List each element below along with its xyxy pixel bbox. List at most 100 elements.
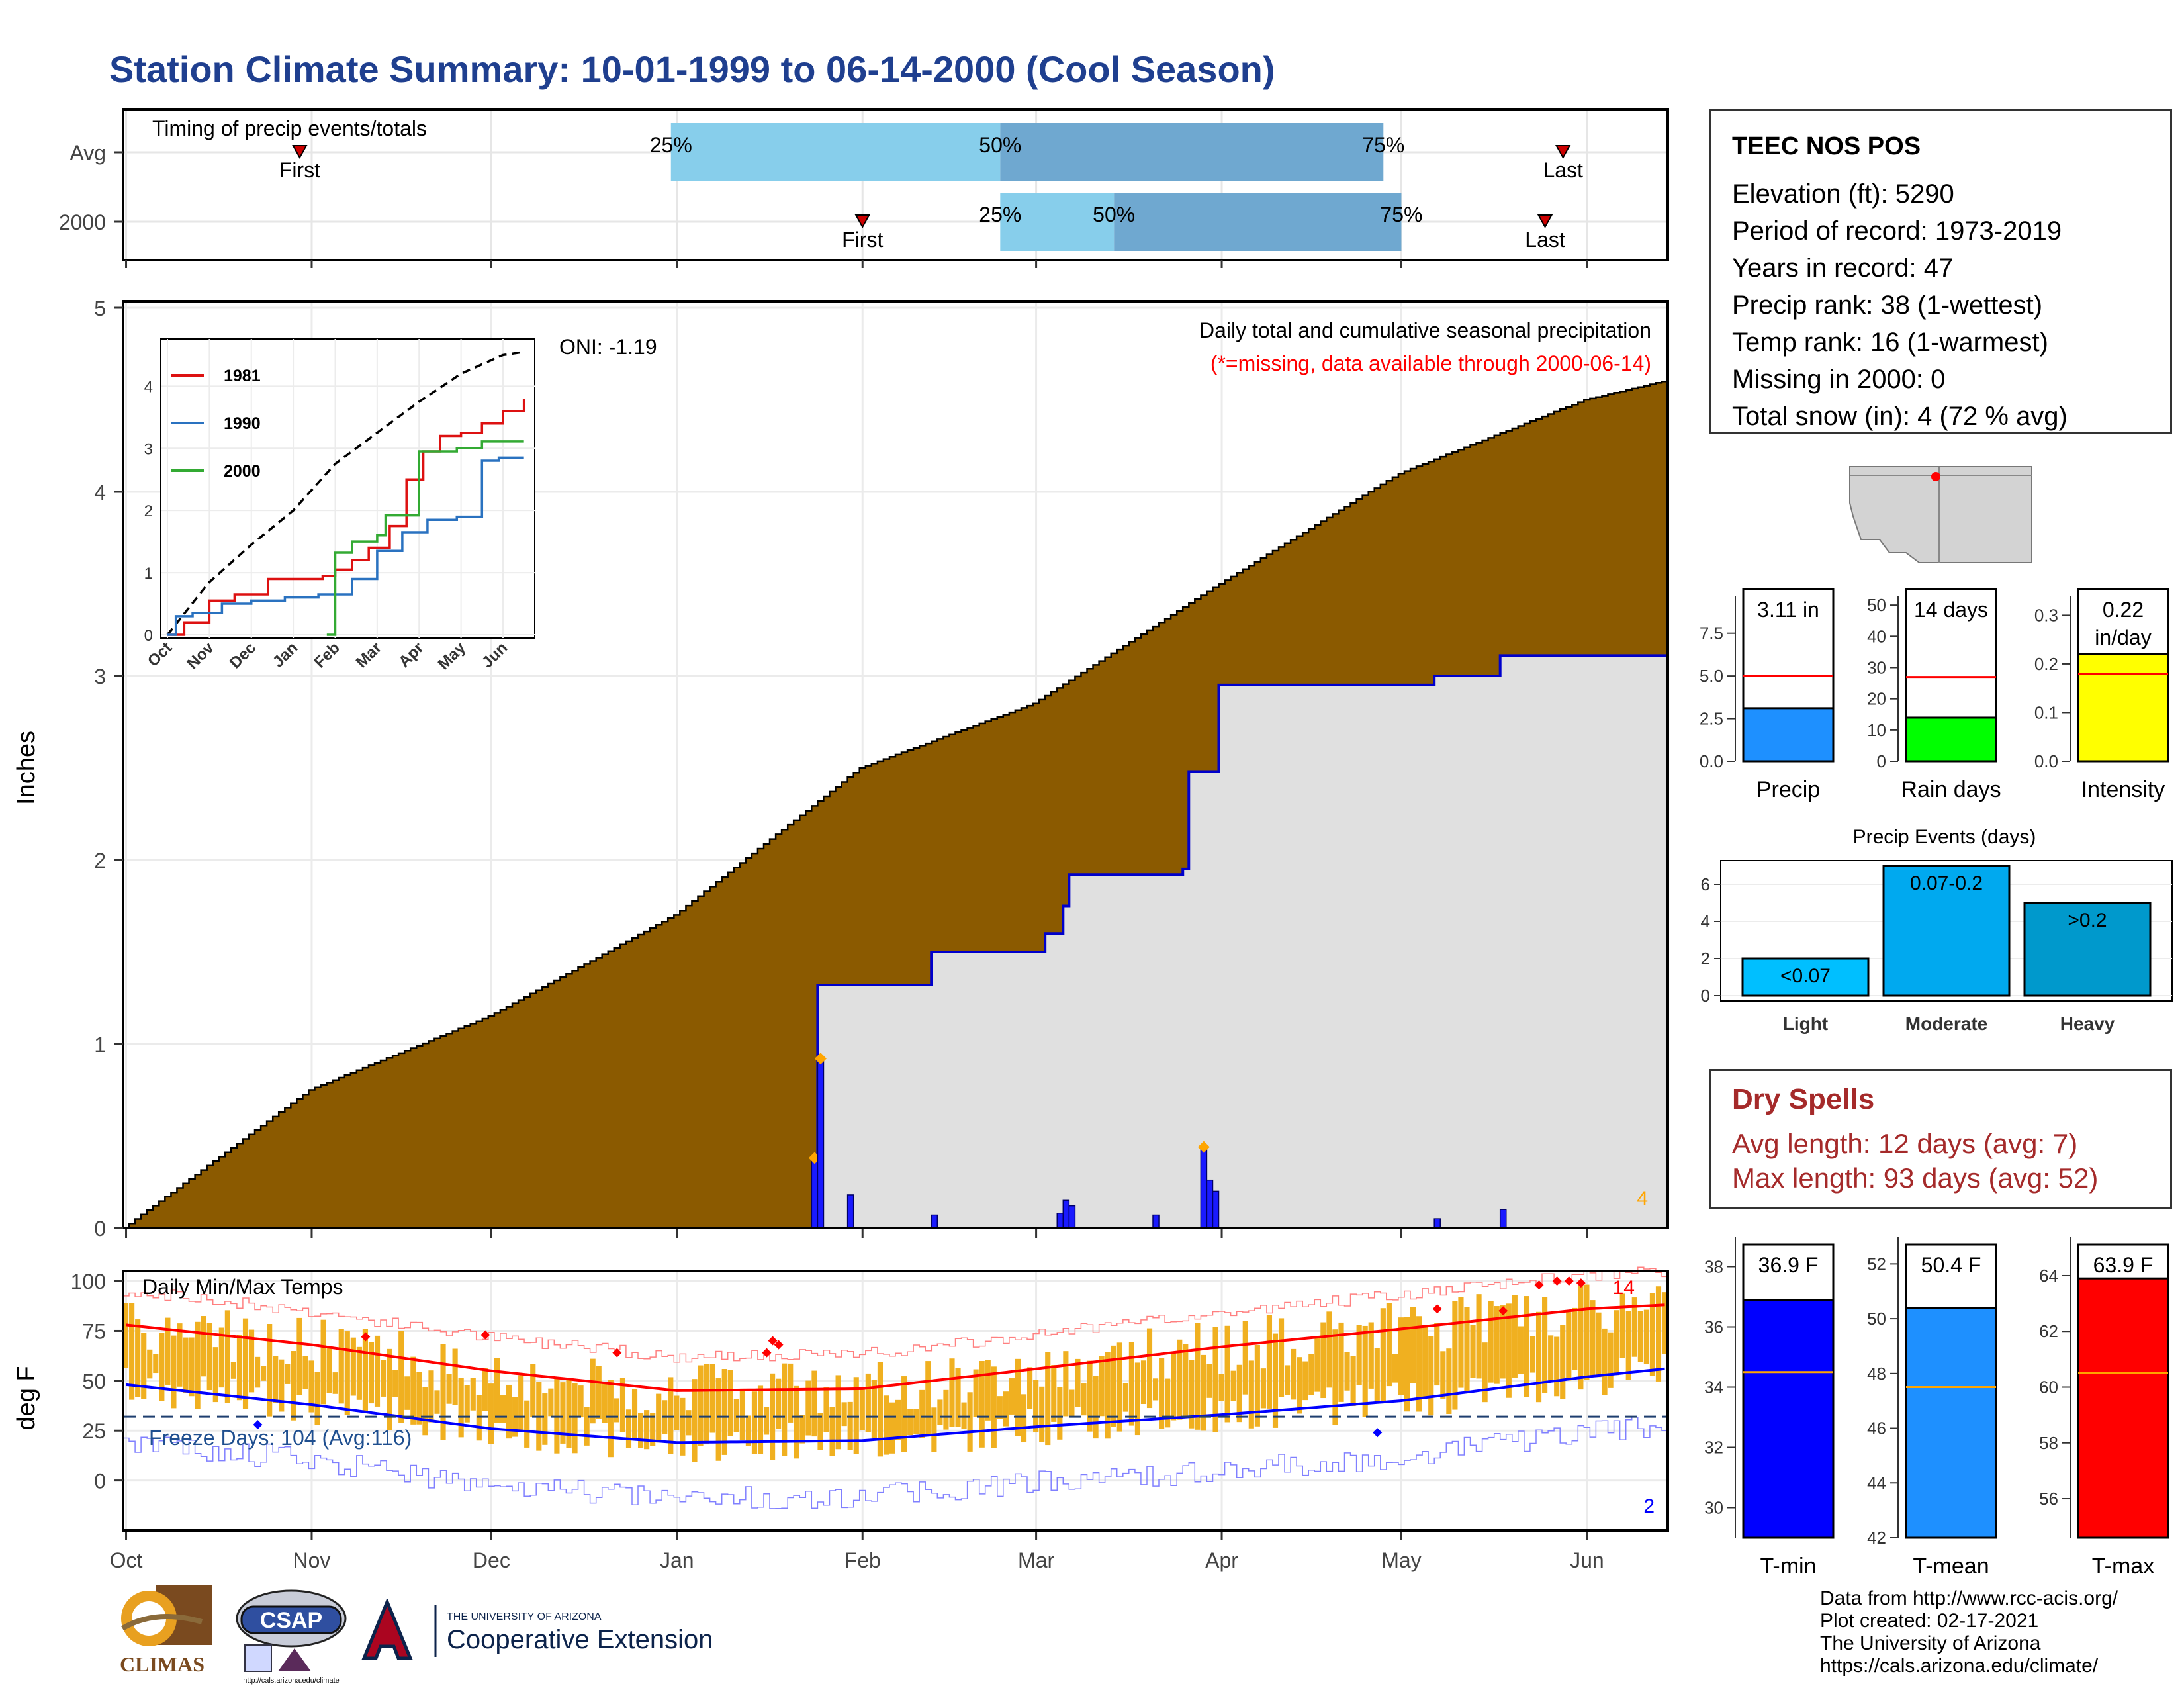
- inset-y-tick-label: 3: [144, 440, 153, 458]
- daily-temp-bar: [1093, 1376, 1099, 1439]
- inset-y-tick-label: 0: [144, 627, 153, 645]
- daily-temp-bar: [776, 1378, 782, 1429]
- daily-temp-bar: [1560, 1325, 1566, 1400]
- daily-temp-bar: [141, 1333, 147, 1399]
- temp-x-tick-label: Jun: [1570, 1548, 1604, 1572]
- record-high-marker: [768, 1336, 778, 1346]
- daily-temp-bar: [715, 1378, 721, 1461]
- intensity-label: Intensity: [2081, 777, 2165, 802]
- daily-temp-bar: [1661, 1292, 1668, 1354]
- daily-temp-bar: [1254, 1344, 1260, 1427]
- daily-temp-bar: [1206, 1364, 1212, 1398]
- daily-temp-bar: [1655, 1286, 1662, 1382]
- precip-y-tick-label: 0: [94, 1217, 106, 1241]
- daily-temp-bar: [1146, 1328, 1153, 1409]
- daily-temp-bar: [1476, 1294, 1482, 1379]
- daily-temp-bar: [937, 1399, 943, 1425]
- inset-legend-label: 1990: [224, 414, 261, 433]
- daily-temp-bar: [1039, 1386, 1045, 1443]
- record-high-marker: [774, 1340, 784, 1350]
- temp-label: Daily Min/Max Temps: [142, 1275, 343, 1299]
- daily-temp-bar: [123, 1303, 129, 1368]
- daily-temp-bar: [129, 1303, 135, 1400]
- daily-temp-bar: [1380, 1308, 1386, 1401]
- climas-emblem-icon: CLIMAS: [120, 1585, 212, 1676]
- daily-temp-bar: [1362, 1325, 1368, 1417]
- daily-temp-bar: [159, 1333, 165, 1401]
- daily-temp-bar: [218, 1327, 224, 1388]
- precip-y-tick-label: 1: [94, 1033, 106, 1056]
- daily-temp-bar: [1230, 1370, 1236, 1401]
- daily-temp-bar: [1297, 1357, 1302, 1414]
- daily-temp-bar: [1464, 1307, 1470, 1392]
- daily-temp-bar: [1081, 1383, 1087, 1416]
- tmean-tick-label: 48: [1867, 1364, 1886, 1383]
- daily-temp-bar: [464, 1385, 470, 1423]
- intensity-tick-label: 0.2: [2034, 654, 2058, 674]
- csap-cloud-icon: CSAP http://cals.arizona.edu/climate: [236, 1589, 347, 1685]
- daily-temp-bar: [1069, 1389, 1075, 1417]
- raindays-tick-label: 20: [1867, 689, 1886, 709]
- daily-temp-bar: [524, 1400, 530, 1448]
- precip-y-tick-label: 4: [94, 481, 106, 504]
- tmin-label: T-min: [1760, 1554, 1817, 1579]
- timing-row-label: 2000: [59, 211, 106, 234]
- events-bar-label: >0.2: [2068, 910, 2107, 931]
- daily-temp-bar: [1602, 1328, 1608, 1395]
- daily-temp-bar: [1542, 1297, 1548, 1393]
- daily-temp-bar: [1506, 1303, 1512, 1398]
- daily-temp-bar: [625, 1409, 632, 1448]
- daily-temp-bar: [859, 1388, 865, 1430]
- record-high-marker: [1552, 1276, 1562, 1286]
- raindays-tick-label: 30: [1867, 657, 1886, 677]
- daily-temp-bar: [195, 1321, 201, 1409]
- daily-temp-bar: [1201, 1354, 1206, 1431]
- temp-x-tick-label: Nov: [293, 1548, 331, 1572]
- daily-temp-bar: [1428, 1336, 1434, 1416]
- daily-temp-bar: [1111, 1345, 1116, 1427]
- daily-temp-bar: [955, 1368, 961, 1427]
- daily-temp-bar: [1458, 1297, 1464, 1388]
- daily-temp-bar: [1183, 1344, 1189, 1417]
- daily-precip-bar: [1068, 1205, 1076, 1229]
- daily-temp-bar: [1087, 1360, 1093, 1432]
- oni-value: ONI: -1.19: [559, 335, 657, 359]
- daily-temp-bar: [296, 1317, 302, 1395]
- freeze-days: Freeze Days: 104 (Avg:116): [149, 1426, 412, 1450]
- daily-temp-bar: [1153, 1378, 1159, 1401]
- daily-temp-bar: [650, 1413, 656, 1446]
- daily-temp-bar: [883, 1395, 889, 1455]
- station-missing: Missing in 2000: 0: [1732, 365, 1946, 394]
- events-category-label: Heavy: [2060, 1013, 2115, 1034]
- inset-y-tick-label: 2: [144, 502, 153, 520]
- daily-temp-bar: [619, 1378, 626, 1432]
- intensity-tick-label: 0.0: [2034, 751, 2058, 771]
- daily-temp-bar: [326, 1348, 332, 1393]
- tmean-bar: [1905, 1307, 1997, 1539]
- daily-temp-bar: [344, 1331, 350, 1415]
- daily-temp-bar: [698, 1365, 704, 1446]
- csap-logo: CSAP http://cals.arizona.edu/climate: [232, 1585, 351, 1685]
- timing-last-marker: [1537, 214, 1553, 229]
- raindays-tick-label: 0: [1877, 751, 1886, 771]
- daily-temp-bar: [1242, 1321, 1248, 1395]
- inset-series-line: [167, 399, 525, 636]
- tmax-tick-label: 60: [2039, 1378, 2058, 1397]
- daily-temp-bar: [230, 1362, 236, 1379]
- daily-temp-bar: [853, 1377, 859, 1454]
- timing-band-25-50: [670, 123, 1001, 181]
- daily-temp-bar: [248, 1329, 255, 1393]
- daily-temp-bar: [973, 1369, 979, 1417]
- daily-temp-bar: [1614, 1310, 1619, 1376]
- raindays-label: Rain days: [1901, 777, 2001, 802]
- daily-temp-bar: [153, 1354, 159, 1374]
- daily-temp-bar: [1338, 1322, 1344, 1402]
- daily-temp-bar: [979, 1361, 985, 1448]
- inset-y-tick-label: 4: [144, 378, 153, 396]
- cumulative-2000-line: [674, 654, 1668, 1229]
- daily-temp-bar: [183, 1337, 189, 1393]
- daily-temp-bar: [709, 1364, 715, 1433]
- footer-university: The University of Arizona: [1820, 1632, 2041, 1654]
- raindays-value: 14 days: [1914, 598, 1988, 622]
- daily-temp-bar: [817, 1413, 823, 1450]
